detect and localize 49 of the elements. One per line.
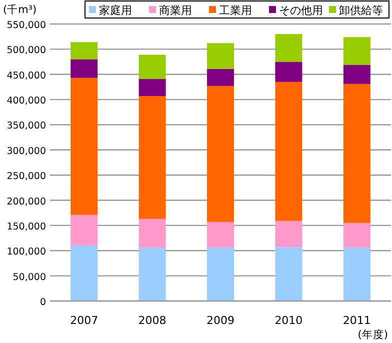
bar xyxy=(207,86,234,222)
bar xyxy=(207,43,234,69)
bar xyxy=(343,222,370,248)
bar xyxy=(343,37,370,65)
bar xyxy=(70,42,98,60)
bar xyxy=(275,220,302,248)
legend-label: 家庭用 xyxy=(99,4,132,17)
x-tick-label: 2009 xyxy=(206,314,234,327)
y-tick-label: 450,000 xyxy=(6,70,46,82)
y-tick-label: 350,000 xyxy=(6,120,46,132)
y-tick-label: 0 xyxy=(40,297,46,308)
x-tick-label: 2010 xyxy=(274,314,303,327)
y-tick-label: 400,000 xyxy=(6,96,46,107)
y-tick-label: 50,000 xyxy=(12,272,46,283)
y-tick-label: 200,000 xyxy=(6,196,46,208)
bar xyxy=(207,248,234,301)
bar xyxy=(70,59,98,78)
bar xyxy=(138,96,166,219)
x-axis-title: (年度) xyxy=(358,328,388,341)
bar xyxy=(138,78,166,96)
legend-label: 商業用 xyxy=(159,4,192,17)
bar xyxy=(275,247,302,301)
bar xyxy=(70,214,98,246)
legend-label: その他用 xyxy=(279,4,323,17)
x-tick-label: 2008 xyxy=(138,314,166,327)
bar xyxy=(343,84,370,223)
bar xyxy=(343,64,370,84)
bar xyxy=(343,248,370,301)
bar xyxy=(138,54,166,79)
bar xyxy=(138,218,166,248)
bar xyxy=(70,246,98,301)
bar xyxy=(207,68,234,86)
x-tick-label: 2011 xyxy=(342,314,371,327)
y-tick-label: 150,000 xyxy=(6,221,46,232)
y-tick-label: 100,000 xyxy=(6,246,46,258)
bar xyxy=(70,78,98,215)
bar xyxy=(207,222,234,248)
bar xyxy=(275,62,302,82)
bar xyxy=(275,82,302,221)
y-axis-title: (千m³) xyxy=(3,3,37,16)
bar xyxy=(138,248,166,301)
x-tick-label: 2007 xyxy=(70,314,98,327)
legend-label: 卸供給等 xyxy=(339,4,383,17)
y-tick-label: 550,000 xyxy=(6,20,46,31)
bar xyxy=(275,34,302,62)
y-tick-label: 300,000 xyxy=(6,146,46,157)
legend-label: 工業用 xyxy=(219,4,252,17)
y-tick-label: 250,000 xyxy=(6,171,46,182)
y-tick-label: 500,000 xyxy=(6,45,46,56)
